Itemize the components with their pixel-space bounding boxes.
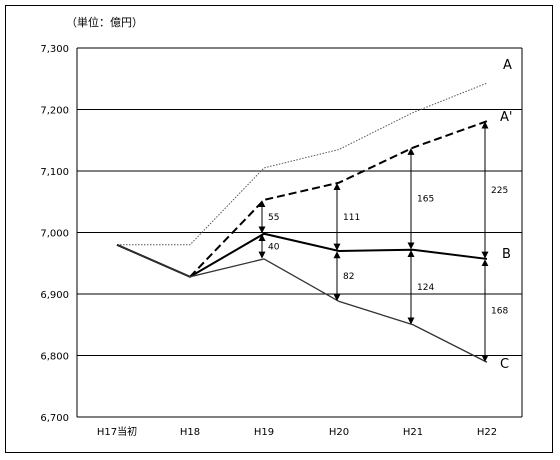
series-line-1 [189, 120, 488, 278]
difference-label: 82 [343, 272, 354, 282]
series-line-3 [116, 244, 488, 363]
series-line-0 [117, 82, 488, 246]
series-end-label: A [503, 58, 512, 73]
series-line-2 [116, 232, 488, 278]
difference-annotations: 55 40 111 82 165 124 225 168 [258, 121, 508, 362]
y-tick-label: 6,900 [40, 290, 69, 301]
y-tick-label: 7,000 [40, 229, 69, 240]
difference-label: 111 [343, 213, 360, 223]
series-end-label: A' [500, 110, 512, 125]
difference-label: 168 [491, 307, 508, 317]
series-lines [116, 82, 488, 363]
difference-label: 165 [417, 195, 434, 205]
series-labels: A A' B C [500, 58, 512, 372]
series-end-label: C [500, 357, 509, 372]
x-tick-label: H21 [403, 427, 423, 438]
axes: 6,700 6,800 6,900 7,000 7,100 7,200 7,300 H17当初… [40, 44, 523, 438]
y-tick-label: 6,800 [40, 352, 69, 363]
x-tick-label: H22 [477, 427, 497, 438]
y-tick-label: 7,300 [40, 44, 69, 55]
x-tick-label: H18 [180, 427, 200, 438]
difference-label: 55 [268, 213, 279, 223]
grid [77, 47, 522, 418]
series-end-label: B [502, 247, 511, 262]
y-tick-label: 7,200 [40, 106, 69, 117]
difference-label: 225 [491, 186, 508, 196]
chart-frame [5, 5, 553, 453]
x-tick-label: H19 [254, 427, 274, 438]
y-tick-label: 6,700 [40, 413, 69, 424]
difference-label: 40 [268, 242, 280, 252]
x-tick-label: H17当初 [97, 425, 137, 438]
y-tick-label: 7,100 [40, 167, 69, 178]
unit-label: （単位：億円） [66, 16, 143, 29]
difference-label: 124 [417, 283, 434, 293]
x-tick-label: H20 [329, 427, 349, 438]
